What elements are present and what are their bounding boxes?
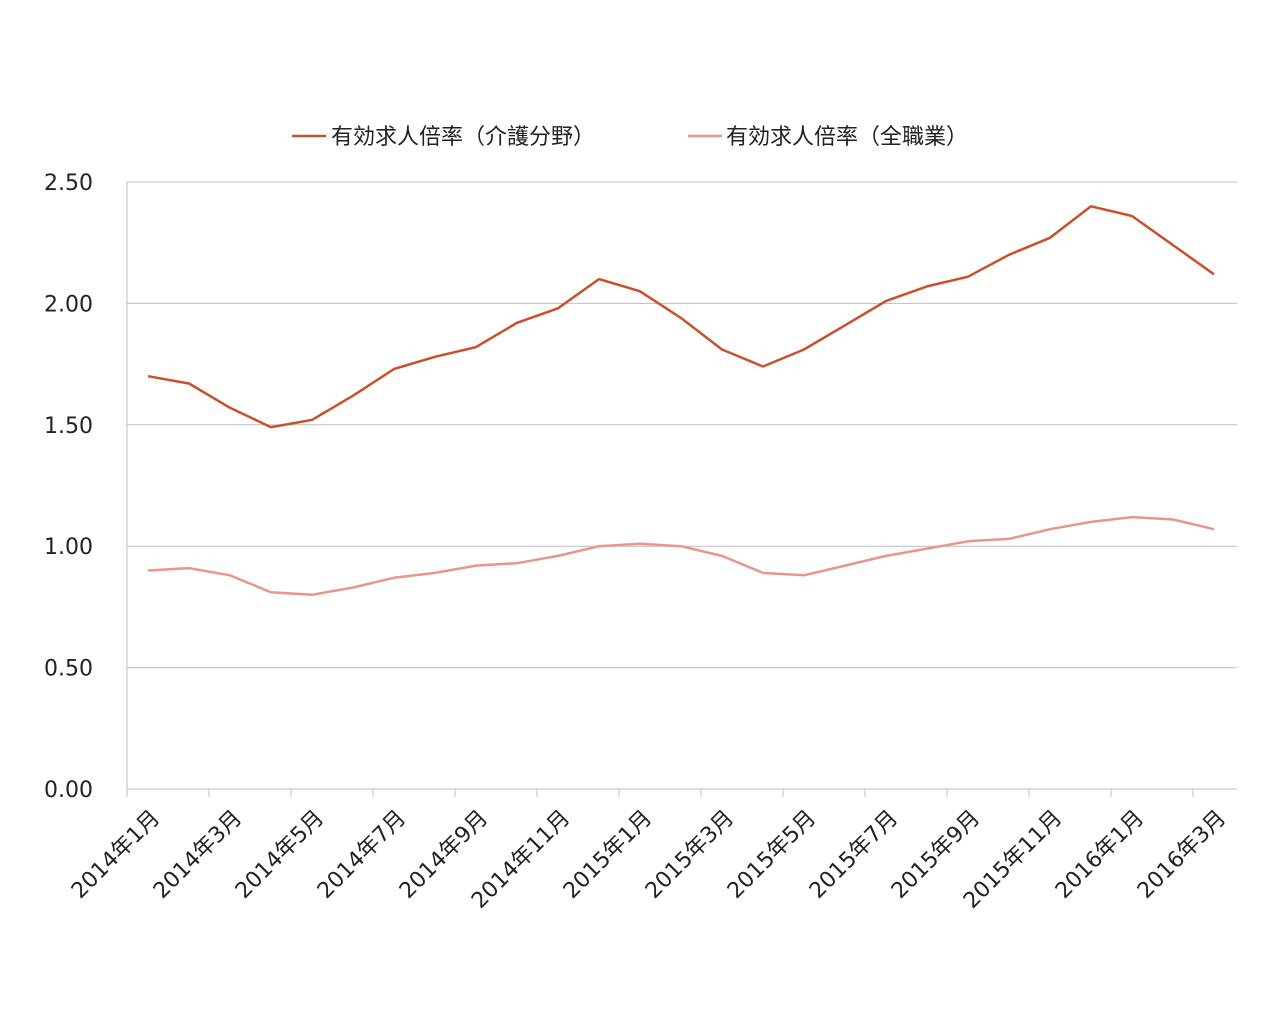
axes [126, 182, 1237, 797]
y-tick-label: 1.00 [44, 535, 93, 560]
series-line-all [147, 515, 1215, 597]
series-lines [147, 205, 1215, 597]
y-tick-label: 0.50 [44, 657, 93, 682]
x-axis-tick-labels: 2014年1月2014年3月2014年5月2014年7月2014年9月2014年… [67, 806, 1231, 914]
legend-label-all: 有効求人倍率（全職業） [726, 125, 968, 150]
legend-label-care: 有効求人倍率（介護分野） [331, 125, 595, 150]
series-line-care [147, 205, 1215, 429]
gridlines [127, 181, 1237, 669]
y-tick-label: 1.50 [44, 414, 93, 439]
legend: 有効求人倍率（介護分野） 有効求人倍率（全職業） [292, 125, 968, 150]
y-axis-tick-labels: 0.00 0.50 1.00 1.50 2.00 2.50 [44, 171, 93, 803]
y-tick-label: 2.50 [44, 171, 93, 196]
y-tick-label: 2.00 [44, 292, 93, 317]
x-tick-label: 2016年3月 [1133, 806, 1231, 904]
y-tick-label: 0.00 [44, 778, 93, 803]
